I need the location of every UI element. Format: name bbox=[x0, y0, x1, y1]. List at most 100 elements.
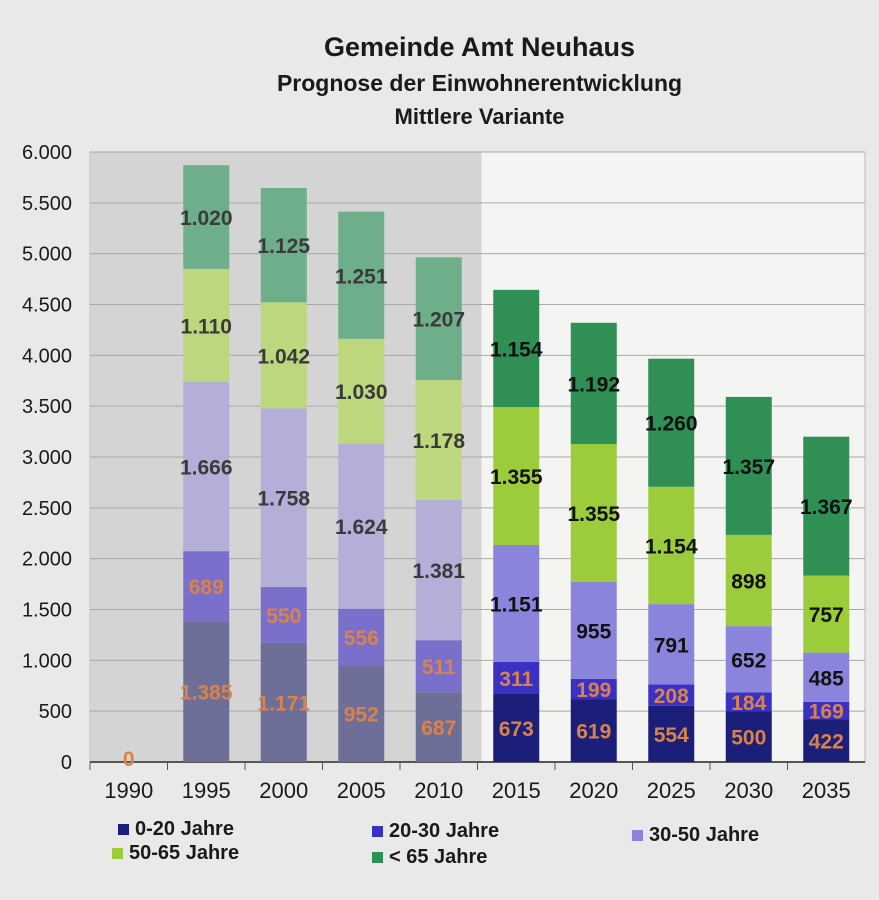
y-tick-label: 500 bbox=[39, 701, 72, 723]
data-label: 1.666 bbox=[180, 456, 233, 479]
data-label: 1.355 bbox=[490, 466, 543, 489]
bar-segment bbox=[338, 338, 385, 444]
y-tick-label: 4.500 bbox=[22, 295, 72, 317]
bar-segment bbox=[725, 626, 772, 693]
bar-segment bbox=[570, 322, 617, 444]
x-tick-label: 2015 bbox=[492, 778, 541, 803]
y-tick-label: 2.500 bbox=[22, 498, 72, 520]
y-tick-label: 2.000 bbox=[22, 549, 72, 571]
bar-segment bbox=[415, 692, 462, 762]
data-label: 311 bbox=[499, 668, 533, 691]
data-label: 1.042 bbox=[257, 345, 310, 368]
bar-segment bbox=[803, 436, 850, 576]
data-label: 1.154 bbox=[490, 339, 543, 362]
data-label: 184 bbox=[731, 692, 766, 715]
data-label: 556 bbox=[344, 627, 379, 650]
y-tick-label: 3.000 bbox=[22, 447, 72, 469]
chart-subtitle-2: Mittlere Variante bbox=[394, 104, 565, 129]
data-label: 1.367 bbox=[800, 496, 853, 519]
data-label: 1.355 bbox=[567, 503, 620, 526]
legend-item-0-20: 0-20 Jahre bbox=[118, 818, 234, 841]
data-label: 1.192 bbox=[567, 373, 620, 396]
data-label: 1.030 bbox=[335, 381, 388, 404]
y-tick-label: 5.500 bbox=[22, 193, 72, 215]
bar-segment bbox=[260, 408, 307, 588]
data-label: 652 bbox=[731, 649, 766, 672]
legend-label: 20-30 Jahre bbox=[389, 820, 500, 842]
data-label: 791 bbox=[654, 634, 689, 657]
bar-segment bbox=[803, 652, 850, 702]
data-label: 1.251 bbox=[335, 265, 388, 288]
data-label: 1.381 bbox=[412, 560, 465, 583]
bar-segment bbox=[570, 581, 617, 679]
legend-label: < 65 Jahre bbox=[389, 846, 488, 868]
bar-segment bbox=[338, 608, 385, 666]
legend-swatch bbox=[372, 852, 383, 863]
legend-label: 0-20 Jahre bbox=[135, 818, 234, 840]
bar-segment bbox=[415, 640, 462, 693]
data-label: 500 bbox=[731, 727, 766, 750]
legend-swatch bbox=[632, 830, 643, 841]
data-label: 898 bbox=[731, 571, 766, 594]
x-tick-label: 2005 bbox=[337, 778, 386, 803]
data-label: 1.758 bbox=[257, 488, 310, 511]
bar-segment bbox=[183, 551, 230, 622]
y-tick-label: 3.500 bbox=[22, 396, 72, 418]
data-label: 673 bbox=[499, 718, 534, 741]
data-label: 1.154 bbox=[645, 535, 698, 558]
data-label: 1.151 bbox=[490, 593, 543, 616]
data-label: 689 bbox=[189, 576, 224, 599]
bar-segment bbox=[415, 380, 462, 500]
bar-segment bbox=[260, 187, 307, 303]
bar-segment bbox=[493, 407, 540, 545]
data-label: 757 bbox=[809, 604, 844, 627]
bar-segment bbox=[803, 575, 850, 653]
bar-segment bbox=[725, 396, 772, 535]
bar-segment bbox=[493, 289, 540, 408]
chart-title: Gemeinde Amt Neuhaus bbox=[323, 32, 636, 62]
data-label: 1.260 bbox=[645, 413, 698, 436]
y-tick-label: 4.000 bbox=[22, 345, 72, 367]
bar-segment bbox=[648, 705, 695, 762]
data-label: 208 bbox=[654, 685, 689, 708]
data-label: 687 bbox=[421, 717, 456, 740]
bar-segment bbox=[493, 544, 540, 662]
bar-segment bbox=[260, 302, 307, 409]
x-tick-label: 2035 bbox=[802, 778, 851, 803]
data-label: 1.385 bbox=[180, 682, 233, 705]
legend-swatch bbox=[372, 826, 383, 837]
bar-segment bbox=[493, 693, 540, 762]
data-label: 511 bbox=[422, 656, 456, 679]
bar-segment bbox=[260, 642, 307, 762]
bar-segment bbox=[725, 711, 772, 762]
bar-segment bbox=[648, 604, 695, 685]
data-label: 1.207 bbox=[412, 309, 465, 332]
data-label: 1.171 bbox=[257, 692, 310, 715]
bar-segment bbox=[415, 499, 462, 641]
data-label: 554 bbox=[654, 724, 689, 747]
legend-item-50-65: 50-65 Jahre bbox=[112, 842, 239, 865]
legend-item-20-30: 20-30 Jahre bbox=[372, 820, 499, 843]
bar-segment bbox=[648, 358, 695, 487]
data-label: 422 bbox=[809, 731, 844, 754]
x-tick-label: 2020 bbox=[569, 778, 618, 803]
data-label: 1.020 bbox=[180, 207, 233, 230]
legend-label: 30-50 Jahre bbox=[649, 824, 760, 846]
data-label: 1.110 bbox=[181, 315, 232, 338]
bar-segment bbox=[260, 587, 307, 643]
x-tick-label: 1995 bbox=[182, 778, 231, 803]
bar-segment bbox=[803, 701, 850, 720]
bar-segment bbox=[183, 268, 230, 382]
bar-segment bbox=[803, 719, 850, 762]
y-tick-label: 5.000 bbox=[22, 244, 72, 266]
bar-segment bbox=[570, 699, 617, 762]
bar-segment bbox=[338, 665, 385, 762]
data-label: 955 bbox=[576, 620, 611, 643]
bar-segment bbox=[570, 443, 617, 582]
data-label: 619 bbox=[576, 721, 611, 744]
y-tick-label: 0 bbox=[61, 752, 72, 774]
bar-segment bbox=[725, 534, 772, 627]
data-label: 1.178 bbox=[412, 430, 465, 453]
bar-segment bbox=[183, 621, 230, 762]
